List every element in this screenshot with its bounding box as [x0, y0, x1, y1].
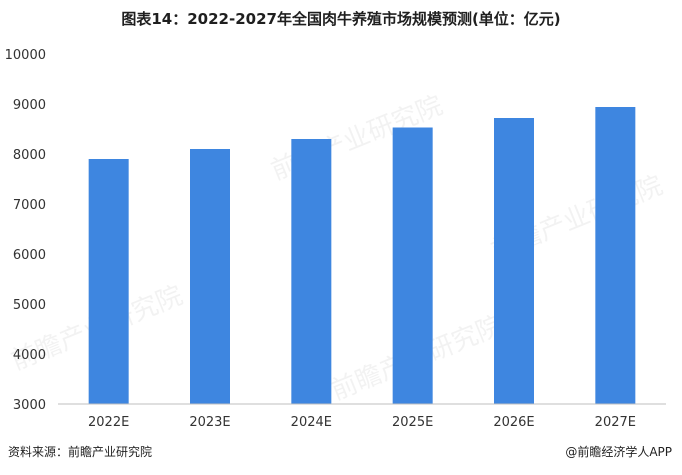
bar-series [88, 107, 636, 404]
y-tick-label: 6000 [13, 248, 46, 263]
chart-title: 图表14：2022-2027年全国肉牛养殖市场规模预测(单位：亿元) [121, 10, 561, 28]
x-tick-label: 2027E [595, 415, 636, 430]
bar-chart: 前瞻产业研究院前瞻产业研究院前瞻产业研究院前瞻产业研究院 30004000500… [5, 48, 667, 430]
y-tick-label: 10000 [5, 48, 46, 63]
brand-credit: @前瞻经济学人APP [565, 445, 672, 459]
x-tick-label: 2026E [493, 415, 534, 430]
bar [494, 118, 534, 404]
x-axis: 2022E 2023E 2024E 2025E 2026E 2027E [88, 415, 636, 430]
y-tick-label: 7000 [13, 198, 46, 213]
y-tick-label: 4000 [13, 348, 46, 363]
bar [595, 107, 636, 404]
y-tick-label: 8000 [13, 148, 46, 163]
y-axis: 3000 4000 5000 6000 7000 8000 9000 10000 [5, 48, 666, 413]
bar [392, 127, 433, 404]
x-tick-label: 2024E [291, 415, 332, 430]
bar [291, 139, 332, 404]
bar [190, 149, 230, 404]
y-tick-label: 5000 [13, 298, 46, 313]
y-tick-label: 3000 [13, 398, 46, 413]
y-tick-label: 9000 [13, 98, 46, 113]
x-tick-label: 2023E [189, 415, 230, 430]
footer: 资料来源：前瞻产业研究院 @前瞻经济学人APP [0, 443, 682, 463]
chart-area: 前瞻产业研究院前瞻产业研究院前瞻产业研究院前瞻产业研究院 30004000500… [0, 36, 682, 436]
source-note: 资料来源：前瞻产业研究院 [8, 445, 153, 459]
x-tick-label: 2025E [392, 415, 433, 430]
bar [88, 159, 129, 404]
x-tick-label: 2022E [88, 415, 129, 430]
